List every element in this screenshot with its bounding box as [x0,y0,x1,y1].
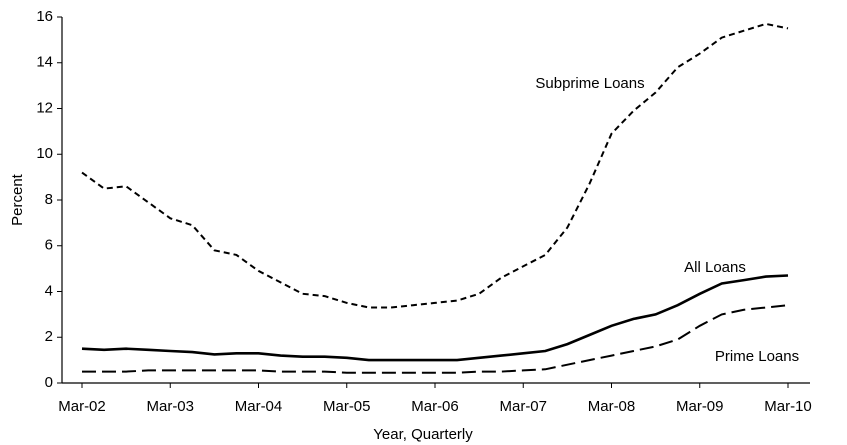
series-line [81,274,789,362]
series-label: All Loans [684,259,746,276]
x-tick-label: Mar-10 [764,398,812,415]
x-tick-label: Mar-07 [499,398,547,415]
series-line [82,304,789,374]
y-tick-label: 6 [45,237,53,254]
x-tick-label: Mar-06 [411,398,459,415]
y-axis-label: Percent [9,173,26,226]
series-label: Subprime Loans [535,75,644,92]
x-tick-label: Mar-03 [146,398,194,415]
y-tick-label: 10 [36,145,53,162]
y-tick-label: 0 [45,374,53,391]
x-tick-label: Mar-04 [235,398,283,415]
y-tick-label: 4 [45,282,53,299]
series-label: Prime Loans [715,348,799,365]
x-axis-label: Year, Quarterly [373,426,473,443]
series-line [81,22,789,309]
x-tick-label: Mar-08 [588,398,636,415]
y-tick-label: 14 [36,54,53,71]
x-tick-label: Mar-09 [676,398,724,415]
y-tick-label: 12 [36,99,53,116]
y-tick-label: 16 [36,8,53,25]
x-tick-label: Mar-02 [58,398,106,415]
y-tick-label: 8 [45,191,53,208]
y-tick-label: 2 [45,328,53,345]
x-tick-label: Mar-05 [323,398,371,415]
